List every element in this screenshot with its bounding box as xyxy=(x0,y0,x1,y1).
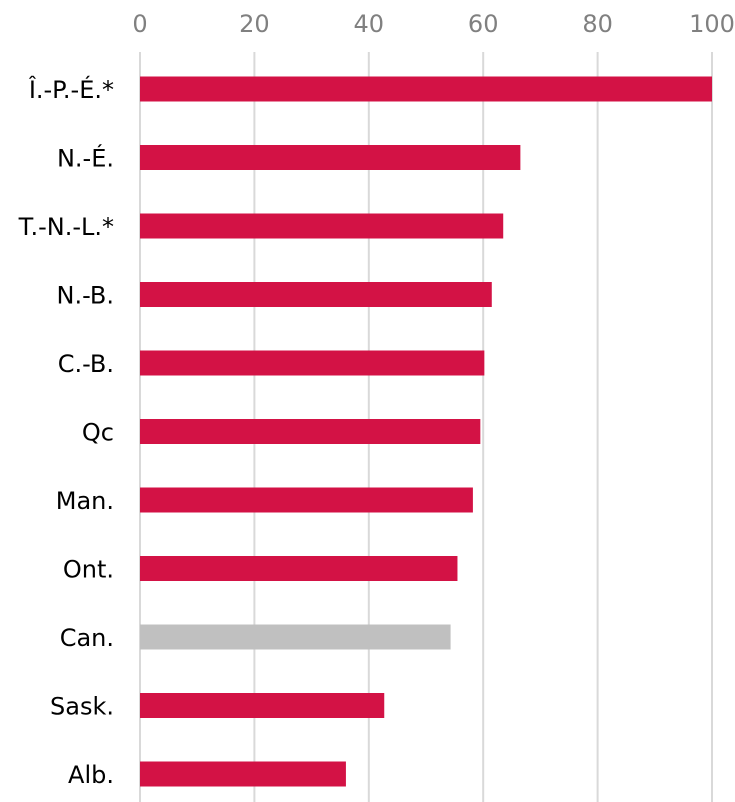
x-tick-label: 80 xyxy=(582,10,613,38)
category-label: C.-B. xyxy=(58,350,114,378)
category-label: Qc xyxy=(82,419,114,447)
x-tick-label: 40 xyxy=(354,10,385,38)
category-label: Alb. xyxy=(68,761,114,789)
category-label: Sask. xyxy=(50,693,114,721)
bar xyxy=(140,624,451,650)
category-labels: Î.-P.-É.* N.-É. T.-N.-L.* N.-B. C.-B. Qc Man. O… xyxy=(18,75,114,789)
category-label: Ont. xyxy=(63,556,114,584)
bar xyxy=(140,145,521,170)
bar xyxy=(140,761,346,787)
bar xyxy=(140,76,712,102)
category-label: Î.-P.-É.* xyxy=(28,75,114,104)
category-label: N.-B. xyxy=(57,282,114,310)
category-label: T.-N.-L.* xyxy=(18,213,114,241)
x-tick-label: 0 xyxy=(132,10,147,38)
x-tick-label: 60 xyxy=(468,10,499,38)
bar xyxy=(140,282,492,307)
category-label: N.-É. xyxy=(57,144,114,173)
bar xyxy=(140,556,458,581)
bars xyxy=(140,76,712,787)
category-label: Can. xyxy=(60,624,114,652)
category-label: Man. xyxy=(56,487,114,515)
bar xyxy=(140,487,473,513)
bar xyxy=(140,213,504,239)
x-tick-label: 20 xyxy=(239,10,270,38)
x-tick-label: 100 xyxy=(689,10,735,38)
x-axis-ticks: 0 20 40 60 80 100 xyxy=(132,10,735,38)
bar xyxy=(140,350,485,376)
bar xyxy=(140,693,385,718)
bar xyxy=(140,419,481,444)
